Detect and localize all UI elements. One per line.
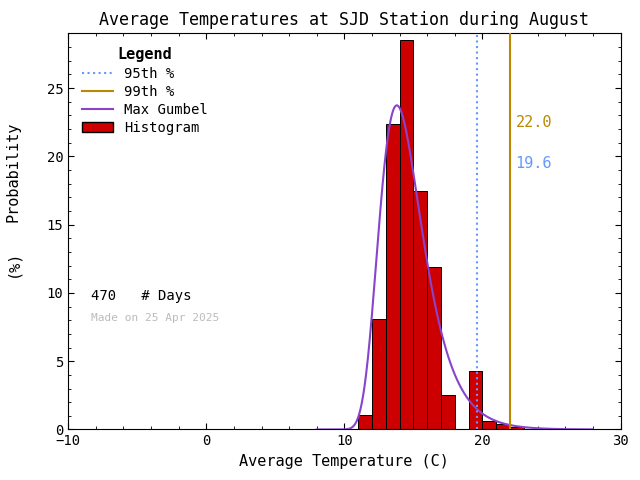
Text: 470   # Days: 470 # Days xyxy=(92,289,192,303)
Bar xyxy=(510,427,524,430)
Bar xyxy=(483,421,496,430)
Bar xyxy=(496,424,510,430)
Text: (%): (%) xyxy=(6,250,20,277)
Text: 22.0: 22.0 xyxy=(516,115,552,130)
Bar xyxy=(441,395,455,430)
Bar xyxy=(428,267,441,430)
Text: Made on 25 Apr 2025: Made on 25 Apr 2025 xyxy=(92,312,220,323)
Legend: 95th %, 99th %, Max Gumbel, Histogram: 95th %, 99th %, Max Gumbel, Histogram xyxy=(75,40,214,142)
Bar xyxy=(468,372,483,430)
Bar xyxy=(413,191,428,430)
X-axis label: Average Temperature (C): Average Temperature (C) xyxy=(239,454,449,469)
Bar xyxy=(358,415,372,430)
Title: Average Temperatures at SJD Station during August: Average Temperatures at SJD Station duri… xyxy=(99,11,589,29)
Text: Probability: Probability xyxy=(6,122,20,222)
Bar xyxy=(386,124,399,430)
Bar xyxy=(372,319,386,430)
Bar xyxy=(399,40,413,430)
Text: 19.6: 19.6 xyxy=(516,156,552,171)
